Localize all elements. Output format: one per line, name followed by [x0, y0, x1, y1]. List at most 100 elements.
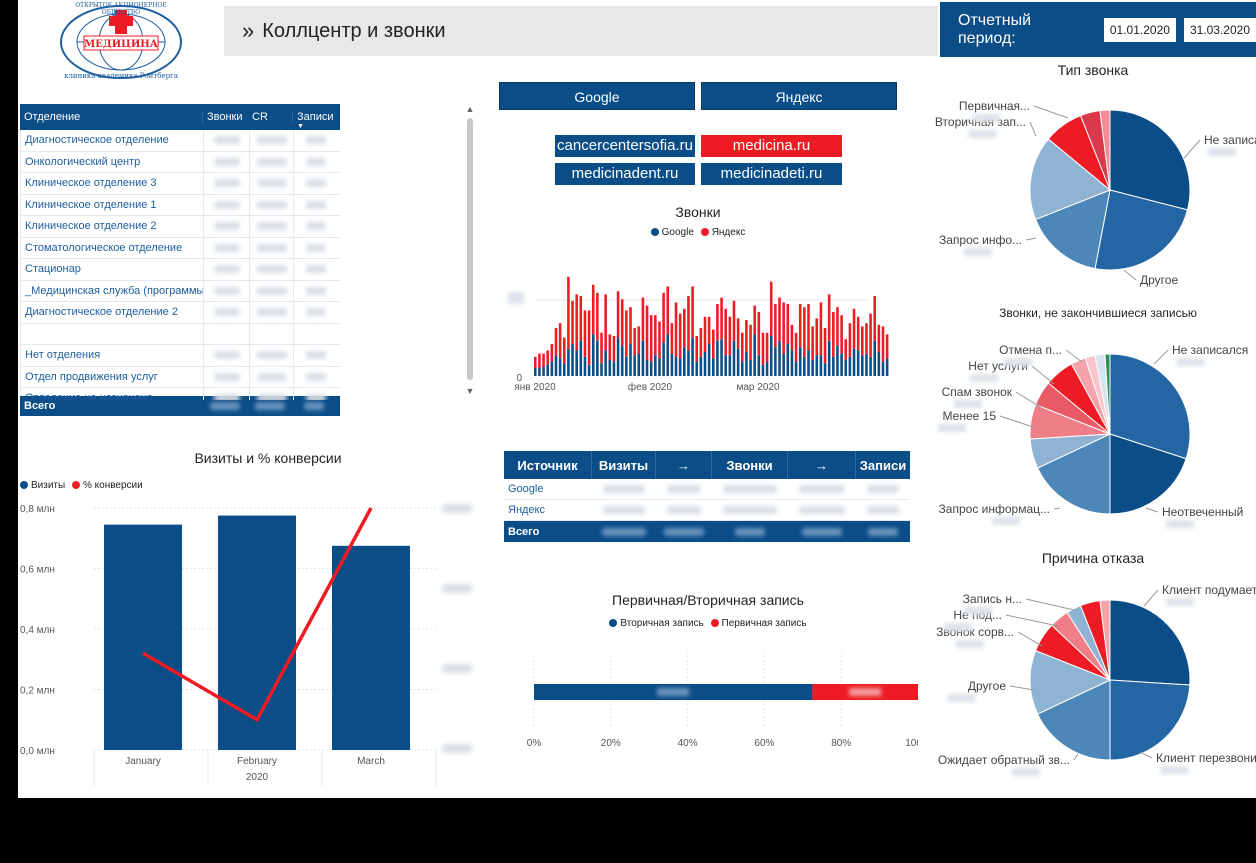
calls-bar-yandex[interactable]: [583, 310, 587, 357]
calls-bar-google[interactable]: [575, 350, 578, 376]
calls-bar-google[interactable]: [720, 339, 723, 376]
calls-bar-google[interactable]: [736, 348, 740, 376]
calls-bar-yandex[interactable]: [558, 323, 562, 359]
calls-bar-yandex[interactable]: [674, 302, 678, 357]
calls-bar-yandex[interactable]: [703, 316, 707, 352]
calls-bar-google[interactable]: [591, 334, 595, 376]
calls-bar-yandex[interactable]: [819, 302, 823, 356]
calls-bar-yandex[interactable]: [604, 294, 607, 351]
pie-slice[interactable]: [1094, 189, 1189, 271]
calls-bar-yandex[interactable]: [869, 313, 872, 357]
calls-bar-yandex[interactable]: [645, 305, 649, 360]
calls-bar-yandex[interactable]: [612, 336, 616, 362]
calls-bar-google[interactable]: [869, 356, 872, 376]
calls-bar-google[interactable]: [856, 350, 860, 376]
calls-bar-yandex[interactable]: [596, 292, 599, 341]
col-header-cr[interactable]: CR: [252, 111, 268, 123]
calls-bar-yandex[interactable]: [625, 310, 628, 357]
calls-bar-yandex[interactable]: [571, 300, 574, 344]
calls-bar-yandex[interactable]: [861, 326, 864, 356]
calls-bar-yandex[interactable]: [629, 307, 632, 344]
calls-bar-yandex[interactable]: [637, 326, 641, 354]
date-from-input[interactable]: 01.01.2020: [1103, 17, 1176, 42]
visits-bar[interactable]: [332, 545, 410, 750]
calls-bar-google[interactable]: [587, 364, 591, 376]
calls-bar-google[interactable]: [620, 345, 624, 376]
calls-bar-yandex[interactable]: [881, 326, 885, 362]
calls-bar-google[interactable]: [803, 356, 806, 376]
calls-bar-google[interactable]: [832, 356, 835, 376]
calls-bar-yandex[interactable]: [848, 323, 852, 357]
calls-bar-google[interactable]: [558, 358, 562, 376]
pie-slice[interactable]: [1104, 353, 1111, 435]
calls-bar-google[interactable]: [794, 361, 798, 376]
calls-bar-yandex[interactable]: [670, 323, 674, 354]
calls-bar-google[interactable]: [695, 361, 699, 376]
filter-yandex-button[interactable]: Яндекс: [701, 82, 897, 110]
calls-bar-google[interactable]: [745, 352, 748, 376]
visits-bar[interactable]: [104, 524, 182, 750]
calls-bar-yandex[interactable]: [720, 297, 723, 340]
pie-slice[interactable]: [1036, 433, 1111, 515]
calls-bar-google[interactable]: [732, 340, 736, 376]
col-header-department[interactable]: Отделение: [24, 111, 81, 123]
site-medicinadent-button[interactable]: medicinadent.ru: [555, 163, 695, 185]
pie-slice[interactable]: [1109, 679, 1191, 761]
calls-bar-yandex[interactable]: [778, 297, 781, 341]
col-header-records[interactable]: Записи: [859, 457, 907, 473]
calls-bar-google[interactable]: [674, 356, 678, 376]
calls-bar-google[interactable]: [774, 347, 777, 376]
calls-bar-google[interactable]: [724, 355, 727, 376]
calls-bar-yandex[interactable]: [716, 304, 719, 341]
calls-bar-google[interactable]: [881, 361, 885, 376]
calls-bar-yandex[interactable]: [699, 328, 703, 357]
department-table-scrollbar[interactable]: ▲ ▼: [464, 104, 476, 410]
calls-bar-google[interactable]: [885, 358, 889, 376]
calls-bar-google[interactable]: [716, 340, 719, 376]
col-header-calls[interactable]: Звонки: [712, 451, 788, 479]
calls-bar-yandex[interactable]: [885, 334, 889, 359]
calls-bar-google[interactable]: [848, 356, 852, 376]
calls-bar-yandex[interactable]: [691, 286, 694, 338]
scroll-down-icon[interactable]: ▼: [465, 386, 475, 396]
calls-bar-google[interactable]: [629, 344, 632, 376]
calls-bar-yandex[interactable]: [769, 281, 773, 336]
calls-bar-google[interactable]: [579, 340, 583, 376]
calls-bar-google[interactable]: [811, 360, 814, 376]
calls-bar-google[interactable]: [707, 344, 711, 376]
calls-bar-yandex[interactable]: [877, 324, 881, 352]
table-row[interactable]: Яндекс: [504, 500, 910, 521]
calls-bar-yandex[interactable]: [662, 292, 665, 343]
calls-bar-yandex[interactable]: [798, 304, 802, 348]
date-to-input[interactable]: 31.03.2020: [1183, 17, 1256, 42]
calls-bar-yandex[interactable]: [554, 328, 558, 356]
calls-bar-google[interactable]: [819, 355, 823, 376]
table-row[interactable]: Стационар: [21, 259, 340, 281]
pie-slice[interactable]: [1036, 679, 1111, 761]
calls-bar-google[interactable]: [877, 352, 881, 376]
calls-bar-google[interactable]: [703, 352, 707, 376]
calls-bar-yandex[interactable]: [591, 284, 595, 335]
table-row[interactable]: Диагностическое отделение 2: [21, 302, 340, 324]
calls-bar-google[interactable]: [827, 340, 831, 376]
calls-bar-google[interactable]: [749, 360, 752, 376]
pie-slice[interactable]: [1109, 353, 1191, 460]
calls-bar-google[interactable]: [712, 358, 715, 376]
calls-bar-yandex[interactable]: [579, 296, 583, 341]
calls-bar-yandex[interactable]: [575, 294, 578, 351]
calls-bar-google[interactable]: [753, 334, 756, 376]
calls-bar-yandex[interactable]: [807, 304, 810, 351]
table-row[interactable]: _Медицинская служба (программы): [21, 280, 340, 302]
calls-bar-yandex[interactable]: [844, 339, 848, 360]
calls-bar-yandex[interactable]: [534, 356, 537, 368]
calls-bar-google[interactable]: [728, 355, 732, 376]
calls-bar-google[interactable]: [666, 334, 670, 376]
calls-bar-yandex[interactable]: [865, 323, 868, 354]
table-row[interactable]: Онкологический центр: [21, 151, 340, 173]
table-row[interactable]: Нет отделения: [21, 345, 340, 367]
calls-bar-yandex[interactable]: [666, 286, 670, 335]
pie-slice[interactable]: [1099, 599, 1111, 681]
calls-bar-yandex[interactable]: [695, 336, 699, 362]
calls-bar-yandex[interactable]: [687, 296, 690, 351]
calls-bar-yandex[interactable]: [654, 315, 657, 356]
